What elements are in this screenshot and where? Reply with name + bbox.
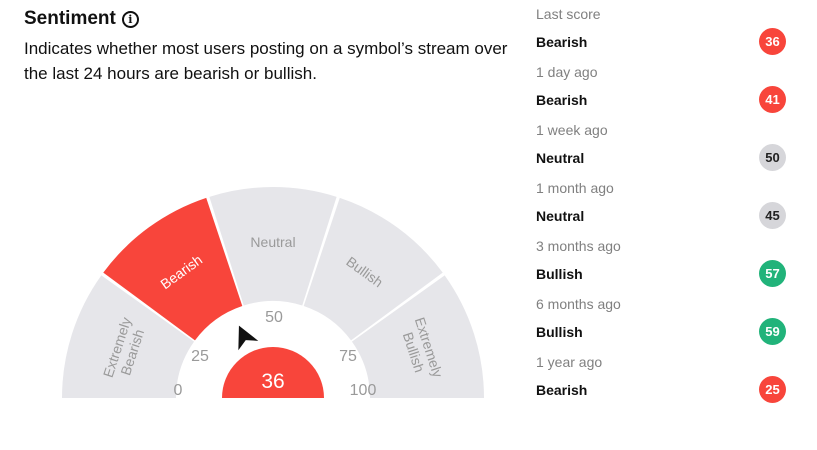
sentiment-history-list: Last score Bearish 36 1 day ago Bearish 41 1 w…: [536, 0, 790, 406]
gauge-segment-bullish: [303, 197, 443, 341]
score-badge: 57: [759, 260, 786, 287]
history-item: 1 week ago Neutral 50: [536, 116, 790, 174]
score-badge: 45: [759, 202, 786, 229]
gauge-tick-0: 0: [174, 382, 183, 399]
history-sentiment-label: Bullish: [536, 324, 583, 340]
gauge-segment-bearish: [103, 197, 243, 341]
sentiment-description: Indicates whether most users posting on …: [24, 39, 508, 83]
history-sentiment-label: Bearish: [536, 34, 588, 50]
history-period: 3 months ago: [536, 238, 621, 254]
gauge-tick-25: 25: [191, 348, 209, 365]
gauge-tick-50: 50: [265, 309, 283, 326]
info-icon[interactable]: i: [121, 10, 139, 28]
gauge-segment-extremely-bullish: [351, 275, 484, 398]
history-sentiment-label: Bearish: [536, 382, 588, 398]
title-row: Sentiment i: [24, 6, 524, 32]
gauge-score-value: 36: [261, 370, 284, 393]
sentiment-gauge: ExtremelyBearishBearishNeutralBullishExt…: [62, 187, 484, 399]
gauge-needle: [238, 325, 259, 351]
gauge-tick-75: 75: [339, 348, 357, 365]
history-period: Last score: [536, 6, 601, 22]
score-badge: 41: [759, 86, 786, 113]
page-title: Sentiment: [24, 8, 116, 29]
gauge-segment-neutral: [209, 187, 337, 306]
history-period: 6 months ago: [536, 296, 621, 312]
score-badge: 36: [759, 28, 786, 55]
history-sentiment-label: Bearish: [536, 92, 588, 108]
history-item: Last score Bearish 36: [536, 0, 790, 58]
history-item: 1 day ago Bearish 41: [536, 58, 790, 116]
gauge-segment-extremely-bearish: [62, 275, 195, 398]
history-item: 6 months ago Bullish 59: [536, 290, 790, 348]
history-item: 3 months ago Bullish 57: [536, 232, 790, 290]
score-badge: 59: [759, 318, 786, 345]
score-badge: 50: [759, 144, 786, 171]
gauge-tick-100: 100: [350, 382, 377, 399]
score-dome: [222, 347, 324, 398]
history-sentiment-label: Neutral: [536, 208, 585, 224]
history-period: 1 week ago: [536, 122, 608, 138]
score-badge: 25: [759, 376, 786, 403]
gauge-label-neutral: Neutral: [250, 234, 295, 250]
history-period: 1 day ago: [536, 64, 598, 80]
history-period: 1 year ago: [536, 354, 603, 370]
history-sentiment-label: Bullish: [536, 266, 583, 282]
history-item: 1 month ago Neutral 45: [536, 174, 790, 232]
history-item: 1 year ago Bearish 25: [536, 348, 790, 406]
history-period: 1 month ago: [536, 180, 614, 196]
history-sentiment-label: Neutral: [536, 150, 585, 166]
sentiment-header: Sentiment i Indicates whether most users…: [24, 6, 524, 86]
